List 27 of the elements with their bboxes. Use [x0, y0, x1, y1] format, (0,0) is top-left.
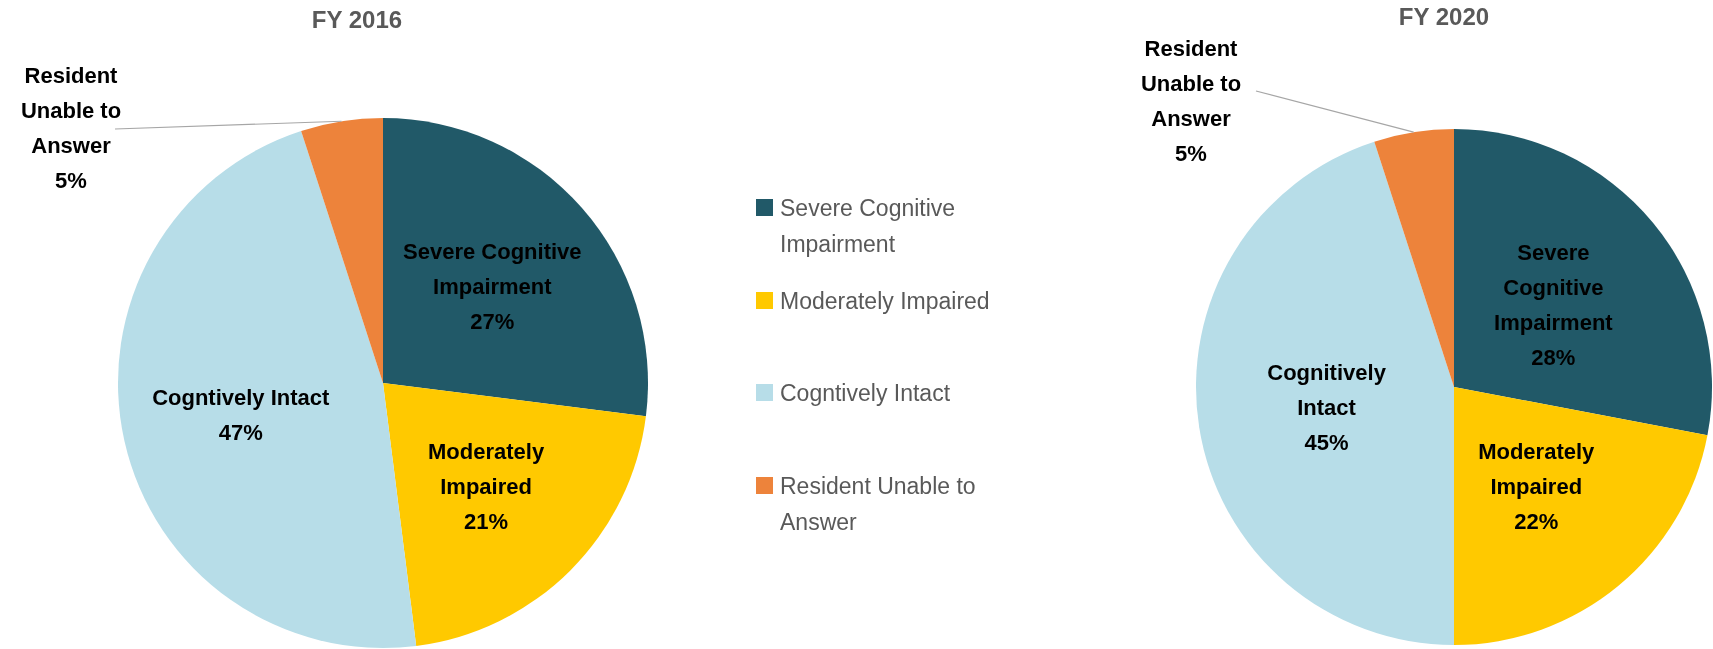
pie-slice — [1454, 129, 1712, 436]
data-label: 47% — [218, 419, 263, 445]
legend-label: Severe Cognitive Impairment — [780, 194, 957, 259]
legend-label: Resident Unable to Answer — [780, 471, 977, 537]
pie-slice — [383, 383, 646, 646]
data-label: 45% — [1304, 429, 1349, 455]
data-label: 27% — [470, 309, 515, 335]
legend-label: Cogntively Intact — [780, 379, 952, 408]
slice-label: Cognitively Intact — [1267, 359, 1387, 420]
chart-title: FY 2016 — [310, 6, 404, 34]
data-label: 22% — [1514, 509, 1559, 535]
pie-slice — [383, 118, 648, 417]
data-label: 5% — [1175, 141, 1207, 167]
slice-label: Resident Unable to Answer — [1140, 36, 1242, 132]
data-label: 21% — [464, 508, 509, 534]
slice-label: Severe Cognitive Impairment — [403, 239, 582, 300]
slice-label: Resident Unable to Answer — [20, 63, 122, 159]
legend-label: Moderately Impaired — [780, 286, 991, 316]
slice-label: Severe Cognitive Impairment — [1494, 239, 1614, 335]
slice-label: Moderately Impaired — [1478, 439, 1596, 500]
slice-label: Moderately Impaired — [427, 438, 545, 499]
data-label: 5% — [55, 168, 87, 194]
chart-title: FY 2020 — [1397, 3, 1491, 31]
slice-label: Cogntively Intact — [152, 384, 331, 410]
data-label: 28% — [1531, 344, 1576, 370]
pie-slice — [301, 118, 383, 383]
pie-slice — [1454, 387, 1708, 645]
